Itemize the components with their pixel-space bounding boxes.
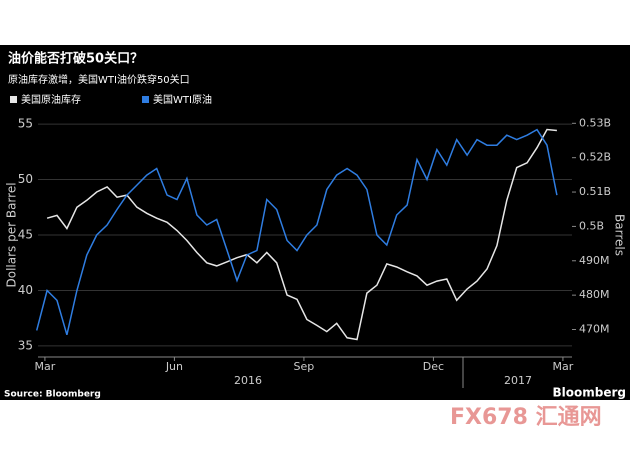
y-tick-label: 45 (18, 228, 33, 242)
series-line (46, 128, 557, 341)
brand: Bloomberg (553, 386, 627, 400)
x-tick-label: Jun (165, 360, 183, 373)
legend-label: 美国原油库存 (21, 93, 81, 106)
y-tick-label: 55 (18, 117, 33, 131)
legend-label: 美国WTI原油 (153, 93, 212, 106)
year-label: 2017 (504, 374, 532, 387)
y2-axis-label: Barrels (613, 214, 627, 256)
chart-background (0, 45, 630, 400)
source: Source: Bloomberg (4, 390, 101, 400)
x-tick-label: Dec (423, 360, 444, 373)
chart-subtitle: 原油库存激增，美国WTI油价跌穿50关口 (8, 73, 190, 86)
y2-tick-label: 0.5B (579, 219, 604, 232)
y2-tick-label: 490M (579, 254, 610, 267)
x-tick-label: Sep (294, 360, 315, 373)
x-tick-label: Mar (553, 360, 574, 373)
watermark: FX678 汇通网 (450, 405, 602, 430)
y-axis-label: Dollars per Barrel (5, 182, 19, 287)
y2-tick-label: 0.53B (579, 116, 611, 129)
legend-swatch (10, 96, 17, 103)
y2-tick-label: 0.52B (579, 151, 611, 164)
y2-tick-label: 480M (579, 288, 610, 301)
series-line (35, 128, 558, 336)
y-tick-label: 35 (18, 338, 33, 352)
x-tick-label: Mar (35, 360, 56, 373)
chart-title: 油价能否打破50关口？ (8, 51, 143, 67)
y2-tick-label: 470M (579, 323, 610, 336)
y-tick-label: 40 (18, 283, 33, 297)
year-label: 2016 (234, 374, 262, 387)
y-tick-label: 50 (18, 172, 33, 186)
legend-swatch (142, 96, 149, 103)
y2-tick-label: 0.51B (579, 185, 611, 198)
